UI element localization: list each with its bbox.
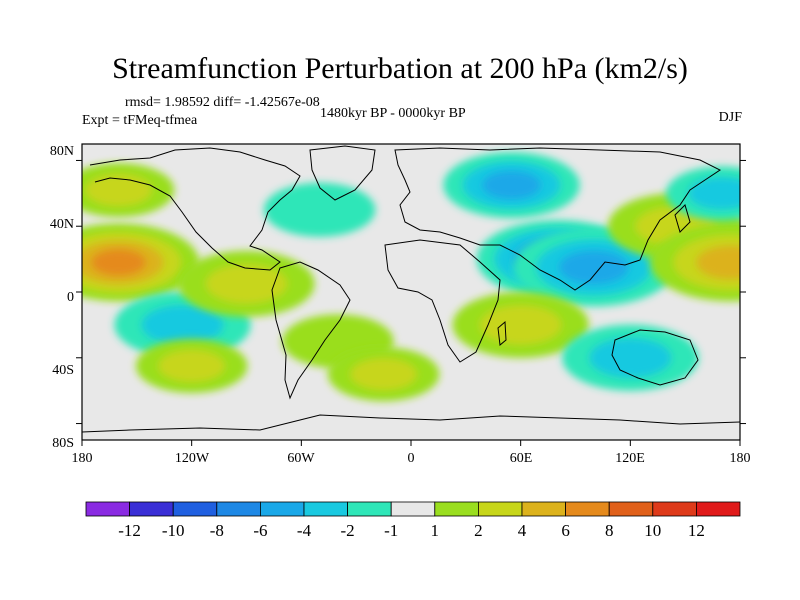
- colorbar-label: -2: [341, 521, 355, 540]
- australia-coast: [611, 329, 699, 386]
- colorbar-label: 1: [431, 521, 440, 540]
- lat-label-80s: 80S: [52, 436, 74, 451]
- colorbar-label: 8: [605, 521, 614, 540]
- contour-blob: [479, 305, 562, 345]
- colorbar-label: 12: [688, 521, 705, 540]
- contour-blob: [141, 305, 224, 345]
- lat-label-80n: 80N: [50, 144, 74, 159]
- colorbar-swatch: [259, 501, 305, 517]
- colorbar-swatch: [347, 501, 392, 517]
- colorbar-label: 4: [518, 521, 527, 540]
- lon-label-120e: 120E: [615, 451, 645, 466]
- stats-label: rmsd= 1.98592 diff= -1.42567e-08: [125, 95, 320, 110]
- colorbar-label: 10: [644, 521, 661, 540]
- contour-fields: [82, 152, 740, 402]
- contour-blob: [158, 349, 226, 383]
- colorbar-swatch: [652, 501, 697, 517]
- lon-label-120w: 120W: [175, 451, 210, 466]
- lat-label-40s: 40S: [52, 363, 74, 378]
- antarctica-coast: [82, 414, 740, 433]
- colorbar-swatch: [216, 501, 261, 517]
- colorbar-swatch: [129, 501, 174, 517]
- season-label: DJF: [718, 110, 742, 125]
- coastlines: [82, 145, 740, 433]
- contour-blob: [205, 263, 288, 304]
- colorbar-swatch: [608, 501, 654, 517]
- lat-label-eq: 0: [67, 290, 74, 305]
- colorbar-swatch: [696, 501, 741, 517]
- colorbar-swatch: [172, 501, 218, 517]
- colorbar-label: -10: [162, 521, 185, 540]
- contour-blob: [85, 173, 153, 207]
- contour-blob: [482, 170, 541, 200]
- lon-label-180w: 180: [72, 451, 93, 466]
- experiment-label: Expt = tFMeq-tfmea: [82, 113, 198, 128]
- contour-blob: [91, 249, 146, 276]
- colorbar-swatch: [521, 501, 566, 517]
- contour-blob: [263, 182, 376, 237]
- contour-blob: [688, 177, 740, 210]
- madagascar-coast: [497, 320, 507, 346]
- colorbar-swatch: [477, 501, 523, 517]
- contour-blob: [696, 245, 740, 280]
- period-label: 1480kyr BP - 0000kyr BP: [320, 106, 466, 121]
- contour-blob: [559, 250, 629, 285]
- lon-label-60e: 60E: [510, 451, 533, 466]
- colorbar-label: -1: [384, 521, 398, 540]
- europe-asia-coast: [394, 147, 721, 291]
- colorbar-swatch: [303, 501, 348, 517]
- lon-label-0: 0: [408, 451, 415, 466]
- greenland-coast: [309, 145, 376, 201]
- lon-label-60w: 60W: [287, 451, 315, 466]
- colorbar-label: -4: [297, 521, 312, 540]
- chart-title: Streamfunction Perturbation at 200 hPa (…: [112, 52, 688, 85]
- colorbar-label: -12: [118, 521, 141, 540]
- colorbar-label: 2: [474, 521, 483, 540]
- colorbar-label: -8: [210, 521, 224, 540]
- colorbar-swatch: [565, 501, 610, 517]
- contour-blob: [589, 337, 672, 378]
- south-america-coast: [271, 261, 351, 400]
- colorbar-swatch: [390, 501, 436, 517]
- colorbar-label: 6: [561, 521, 570, 540]
- colorbar-swatch: [434, 501, 479, 517]
- lon-label-180e: 180: [730, 451, 751, 466]
- colorbar-swatch: [85, 501, 130, 517]
- contour-blob: [350, 358, 418, 391]
- colorbar-label: -6: [253, 521, 267, 540]
- north-america-coast: [89, 147, 301, 271]
- colorbar: -12 -10 -8 -6 -4 -2 -1 1 2 4 6 8 10 12: [85, 501, 741, 540]
- axis-ticks: [76, 159, 746, 446]
- japan-coast: [674, 204, 691, 233]
- lat-label-40n: 40N: [50, 217, 74, 232]
- africa-coast: [384, 239, 501, 363]
